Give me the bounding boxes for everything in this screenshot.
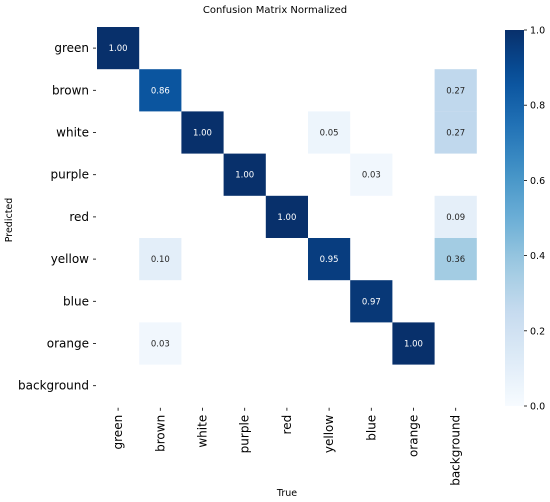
colorbar: 0.0 0.2 0.4 0.6 0.8 1.0	[505, 26, 545, 413]
heatmap-cell	[139, 322, 182, 365]
y-tick-label: yellow	[51, 252, 89, 266]
y-tick-label: white	[56, 126, 89, 140]
y-tick-label: blue	[63, 294, 89, 308]
heatmap-cell	[265, 195, 308, 238]
x-tick-label: brown	[153, 415, 167, 452]
heatmap-cell	[139, 69, 182, 112]
x-tick-label: orange	[407, 415, 421, 457]
heatmap-cell	[434, 111, 477, 154]
cell-value-label: 0.09	[446, 213, 465, 223]
y-tick-label: red	[69, 210, 89, 224]
cell-value-label: 0.95	[320, 255, 339, 265]
cell-value-label: 0.27	[446, 129, 465, 139]
colorbar-tick-label: 0.0	[530, 402, 545, 413]
x-tick-label: yellow	[322, 415, 336, 453]
heatmap-cells: 1.00 0.86 0.27 1.00 0.05 0.27 1.00 0.03 1.00 0.09…	[97, 27, 477, 365]
colorbar-tick-label: 0.2	[530, 326, 545, 337]
y-tick-label: purple	[51, 168, 90, 182]
x-tick-label: green	[111, 415, 125, 450]
heatmap-cell	[308, 111, 351, 154]
cell-value-label: 0.03	[151, 340, 170, 350]
heatmap-cell	[350, 153, 393, 196]
chart-title: Confusion Matrix Normalized	[203, 5, 347, 16]
heatmap-cell	[434, 69, 477, 112]
cell-value-label: 0.10	[151, 255, 170, 265]
colorbar-bar	[505, 30, 524, 406]
heatmap-cell	[434, 238, 477, 281]
cell-value-label: 1.00	[235, 171, 254, 181]
x-tick-label: red	[280, 415, 294, 435]
y-tick-label: green	[54, 41, 89, 55]
cell-value-label: 0.86	[151, 86, 170, 96]
x-tick-label: white	[196, 415, 210, 448]
cell-value-label: 1.00	[193, 129, 212, 139]
y-tick-label: orange	[47, 337, 89, 351]
x-tick-label: blue	[364, 415, 378, 441]
colorbar-tick-label: 0.8	[530, 101, 545, 112]
heatmap-cell	[350, 280, 393, 323]
heatmap-cell	[434, 195, 477, 238]
y-tick-label: background	[18, 379, 89, 393]
colorbar-tick-label: 0.4	[530, 251, 545, 262]
heatmap-cell	[97, 27, 140, 70]
cell-value-label: 1.00	[404, 340, 423, 350]
cell-value-label: 1.00	[277, 213, 296, 223]
cell-value-label: 0.36	[446, 255, 465, 265]
heatmap-cell	[308, 238, 351, 281]
heatmap-cell	[181, 111, 224, 154]
x-axis-label: True	[276, 488, 297, 499]
cell-value-label: 0.03	[362, 171, 381, 181]
x-tick-labels: green brown white purple red yellow blue orange…	[111, 407, 463, 486]
x-tick-label: purple	[238, 415, 252, 454]
cell-value-label: 0.27	[446, 86, 465, 96]
heatmap-cell	[392, 322, 435, 365]
x-tick-label: background	[449, 415, 463, 486]
heatmap-cell	[223, 153, 266, 196]
cell-value-label: 1.00	[109, 44, 128, 54]
heatmap-cell	[139, 238, 182, 281]
y-axis-label: Predicted	[4, 198, 15, 243]
y-tick-label: brown	[52, 83, 89, 97]
colorbar-tick-label: 0.6	[530, 176, 545, 187]
cell-value-label: 0.05	[320, 129, 339, 139]
cell-value-label: 0.97	[362, 297, 381, 307]
colorbar-tick-label: 1.0	[530, 26, 545, 37]
y-tick-labels: green brown white purple red yellow blue orange…	[18, 41, 96, 393]
